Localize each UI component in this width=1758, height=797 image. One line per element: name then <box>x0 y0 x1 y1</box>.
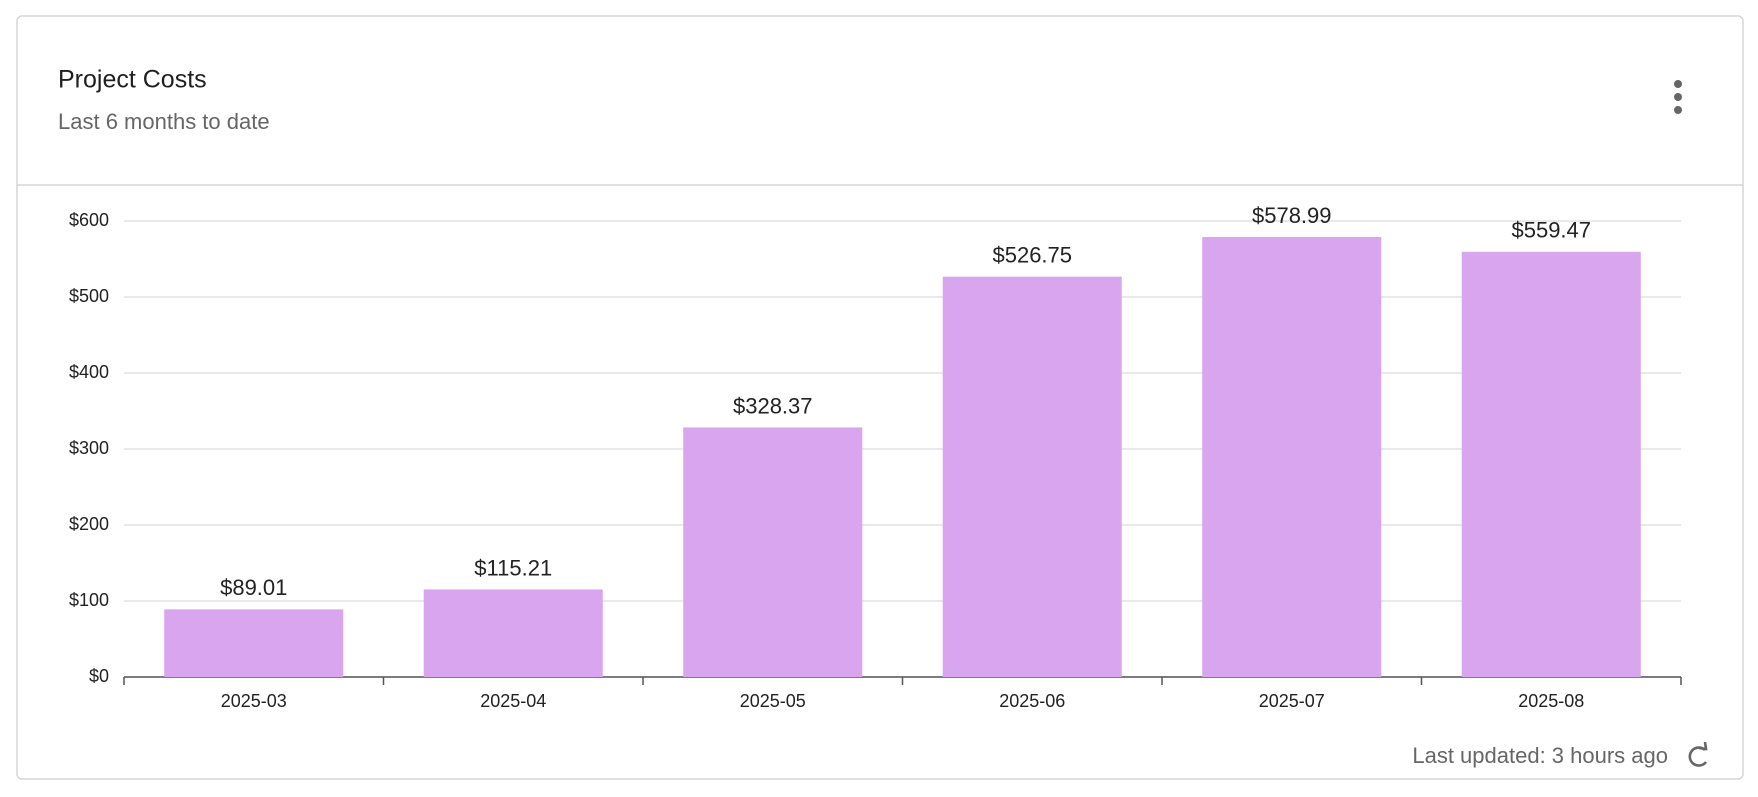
last-updated: Last updated: 3 hours ago <box>1412 743 1668 768</box>
bar-value-label: $559.47 <box>1511 218 1591 243</box>
x-tick-label: 2025-03 <box>221 691 287 711</box>
y-tick-label: $500 <box>69 286 109 306</box>
bar <box>423 589 603 677</box>
bar <box>683 427 863 677</box>
y-tick-label: $200 <box>69 514 109 534</box>
bar-value-label: $115.21 <box>474 555 552 580</box>
x-tick-label: 2025-08 <box>1518 691 1584 711</box>
more-menu[interactable] <box>1674 80 1682 114</box>
y-tick-label: $400 <box>69 362 109 382</box>
menu-dot <box>1674 93 1682 101</box>
refresh-arrow <box>1698 741 1708 751</box>
y-tick-label: $0 <box>89 666 109 686</box>
chart-subtitle: Last 6 months to date <box>58 109 270 134</box>
chart-title: Project Costs <box>58 66 207 94</box>
y-tick-label: $100 <box>69 590 109 610</box>
x-tick-label: 2025-06 <box>999 691 1065 711</box>
y-tick-label: $300 <box>69 438 109 458</box>
bar <box>1461 251 1641 677</box>
bar <box>164 609 344 677</box>
x-tick-label: 2025-05 <box>740 691 806 711</box>
x-tick-label: 2025-07 <box>1259 691 1325 711</box>
bar-value-label: $328.37 <box>733 393 813 418</box>
bar <box>942 276 1122 677</box>
bar <box>1202 236 1382 678</box>
bar-value-label: $526.75 <box>992 242 1072 267</box>
x-tick-label: 2025-04 <box>480 691 546 711</box>
bar-value-label: $578.99 <box>1252 203 1332 228</box>
y-tick-label: $600 <box>69 210 109 230</box>
menu-dot <box>1674 106 1682 114</box>
bar-value-label: $89.01 <box>220 575 287 600</box>
refresh-icon[interactable] <box>1688 741 1708 767</box>
menu-dot <box>1674 80 1682 88</box>
